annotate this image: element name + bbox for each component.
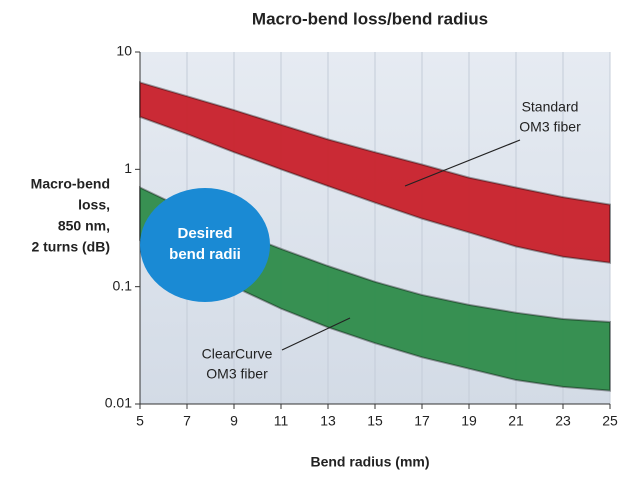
x-tick-label: 9 — [230, 413, 238, 429]
x-tick-label: 13 — [320, 413, 336, 429]
series-label: ClearCurve — [202, 346, 273, 362]
desired-region — [140, 188, 270, 302]
y-tick-label: 10 — [116, 43, 132, 59]
y-axis-label: Macro-bend — [31, 176, 110, 192]
y-tick-label: 0.1 — [113, 277, 133, 293]
band-area — [139, 185, 611, 392]
region-label: Desired — [177, 225, 232, 242]
x-tick-label: 19 — [461, 413, 477, 429]
x-tick-label: 17 — [414, 413, 430, 429]
x-tick-label: 25 — [602, 413, 618, 429]
x-axis-label: Bend radius (mm) — [310, 454, 429, 470]
x-tick-label: 23 — [555, 413, 571, 429]
y-tick-label: 1 — [124, 160, 132, 176]
series-label: OM3 fiber — [519, 119, 581, 135]
leader-line — [404, 139, 521, 187]
y-axis-label: loss, — [78, 197, 110, 213]
x-tick-label: 7 — [183, 413, 191, 429]
x-tick-label: 15 — [367, 413, 383, 429]
x-tick-label: 5 — [136, 413, 144, 429]
x-tick-label: 11 — [274, 413, 289, 429]
chart-title: Macro-bend loss/bend radius — [252, 9, 488, 28]
x-tick-label: 21 — [508, 413, 524, 429]
region-label: bend radii — [169, 246, 241, 263]
series-label: Standard — [522, 99, 579, 115]
band-area — [139, 81, 611, 264]
y-tick-label: 0.01 — [105, 395, 132, 411]
y-axis-label: 850 nm, — [58, 218, 110, 234]
y-axis-label: 2 turns (dB) — [31, 239, 110, 255]
series-label: OM3 fiber — [206, 366, 268, 382]
leader-line — [281, 317, 351, 351]
